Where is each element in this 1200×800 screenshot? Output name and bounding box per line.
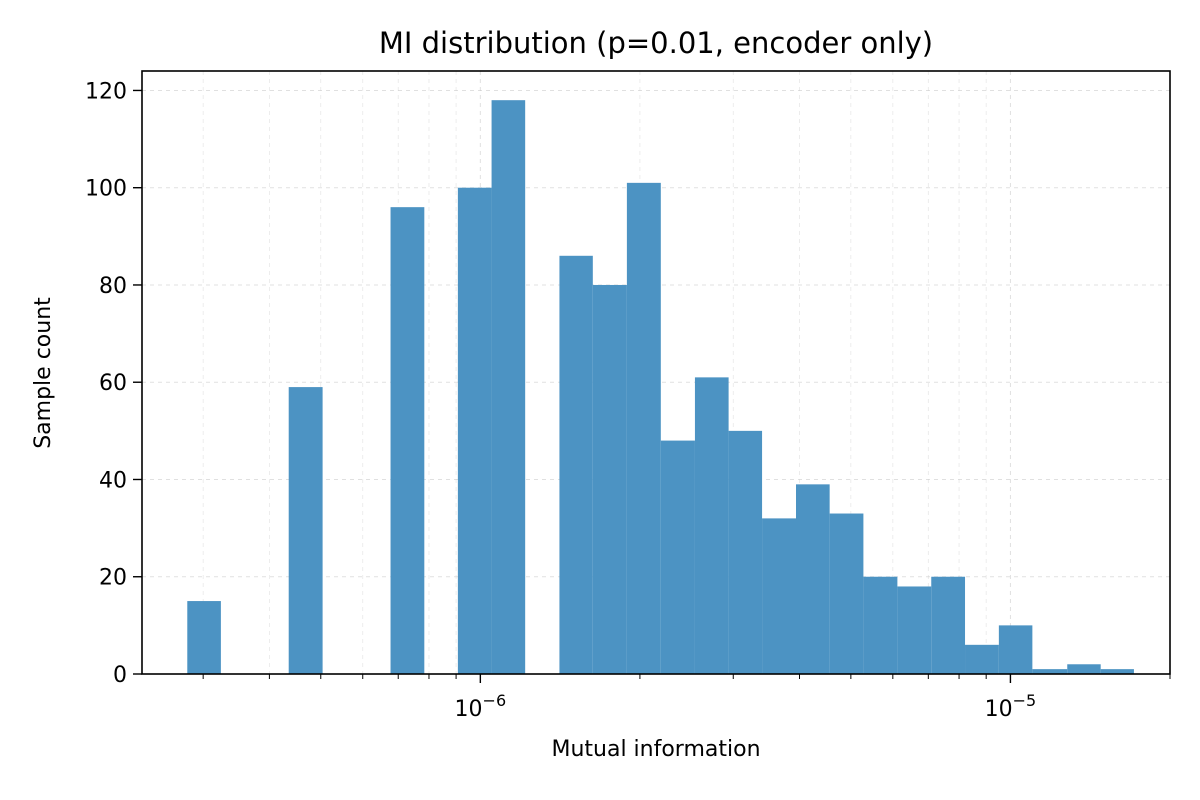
histogram-bar [863,576,898,674]
histogram-bar [931,576,966,674]
x-axis-label: Mutual information [551,737,760,762]
histogram-bars [187,100,1134,675]
axis-ticks [133,89,1171,683]
chart-title: MI distribution (p=0.01, encoder only) [379,26,933,60]
plot-frame [141,70,1171,675]
tick-labels: 0 20 40 60 80 100 120 10−6 10−5 [85,79,1036,722]
histogram-bar [592,284,627,674]
histogram-bar [694,377,729,674]
histogram-bar [965,644,999,674]
histogram-bar [626,182,661,674]
histogram-bar [998,625,1033,674]
histogram-bar [288,387,323,674]
histogram-bar [728,430,763,674]
histogram-bar [660,440,695,674]
histogram-bar [390,207,425,674]
histogram-bar [559,255,593,674]
y-tick-label: 100 [85,177,127,202]
histogram-bar [762,518,797,674]
y-tick-label: 60 [99,371,127,396]
x-tick-label: 10−5 [985,691,1037,722]
histogram-bar [457,187,492,675]
y-tick-label: 120 [85,79,127,104]
y-tick-label: 0 [113,663,127,688]
y-tick-label: 40 [99,468,127,493]
histogram-bar [187,601,221,674]
histogram-bar [1067,664,1101,674]
x-tick-label: 10−6 [455,691,507,722]
histogram-bar [897,586,932,674]
histogram-bar [796,484,830,674]
y-tick-label: 20 [99,566,127,591]
histogram-bar [491,100,526,674]
y-tick-label: 80 [99,274,127,299]
histogram-bar [1032,669,1068,674]
histogram-bar [829,513,864,674]
y-axis-label: Sample count [31,297,56,449]
histogram-bar [1100,669,1134,674]
